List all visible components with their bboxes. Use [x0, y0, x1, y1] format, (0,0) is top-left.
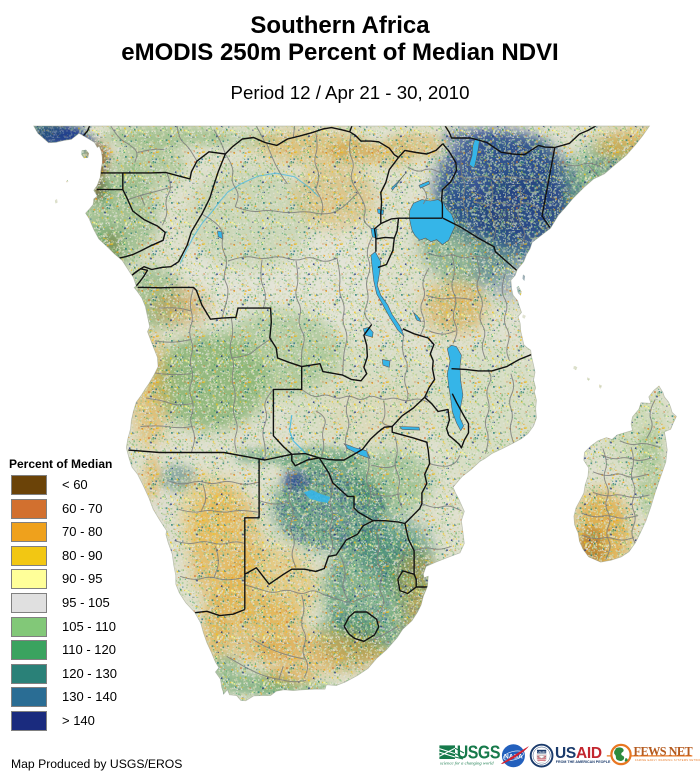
- svg-text:USAID: USAID: [538, 750, 546, 754]
- svg-text:science for a changing world: science for a changing world: [440, 760, 494, 765]
- svg-text:FAMINE EARLY WARNING SYSTEMS N: FAMINE EARLY WARNING SYSTEMS NETWORK: [635, 758, 700, 762]
- svg-text:FEWS NET: FEWS NET: [634, 744, 693, 758]
- svg-text:FROM THE AMERICAN PEOPLE: FROM THE AMERICAN PEOPLE: [556, 760, 611, 764]
- svg-text:USGS: USGS: [457, 741, 500, 762]
- svg-text:USAID: USAID: [555, 745, 602, 762]
